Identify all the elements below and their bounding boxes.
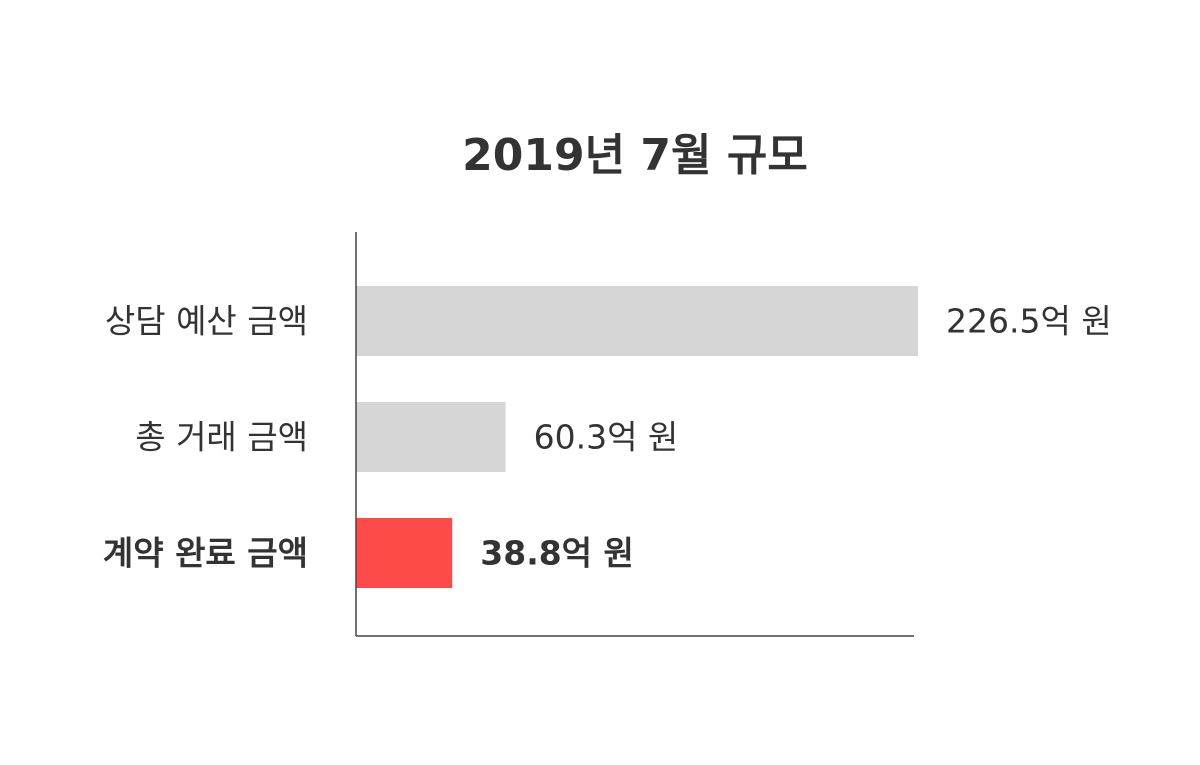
value-label-3: 38.8억 원 [480,534,634,573]
value-label-1: 226.5억 원 [946,302,1112,341]
category-label-2: 총 거래 금액 [135,418,308,457]
bar-3 [356,518,453,588]
bar-1 [356,286,918,356]
labels-layer: 상담 예산 금액 226.5억 원총 거래 금액 60.3억 원계약 완료 금액 38… [103,302,1112,573]
bar-2 [356,402,506,472]
value-label-2: 60.3억 원 [534,418,679,457]
chart-title: 2019년 7월 규모 [462,130,808,181]
bars-layer [356,286,918,588]
category-label-1: 상담 예산 금액 [105,302,308,341]
category-label-3: 계약 완료 금액 [103,534,308,573]
